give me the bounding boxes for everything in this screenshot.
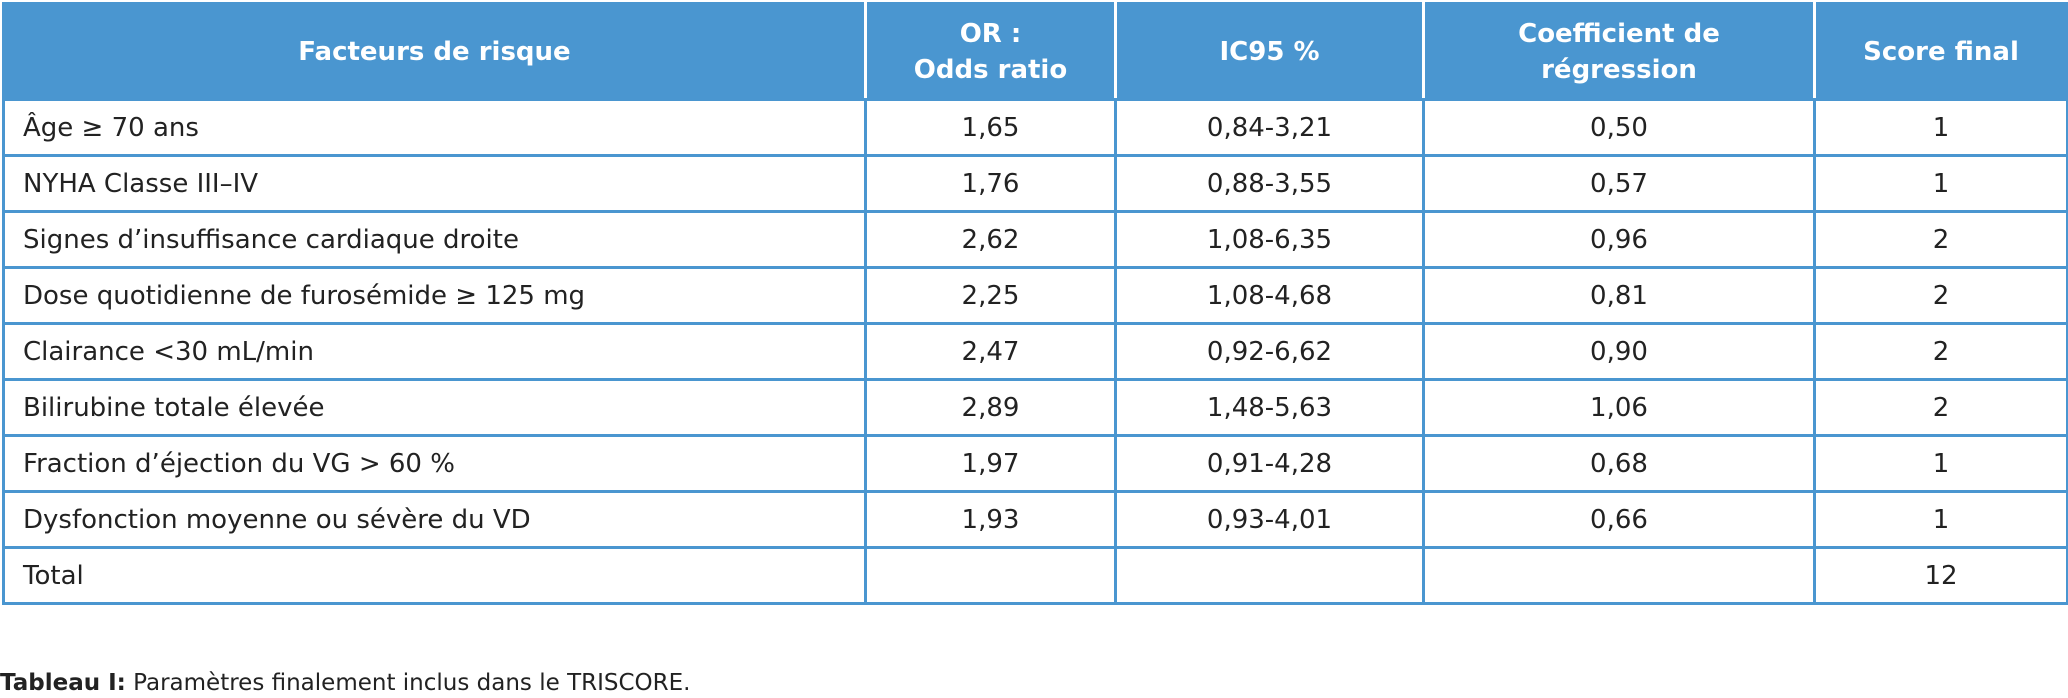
- header-text: Odds ratio: [913, 54, 1068, 85]
- table-row: Âge ≥ 70 ans 1,65 0,84-3,21 0,50 1: [2, 98, 2068, 157]
- row-label: Fraction d’éjection du VG > 60 %: [2, 434, 867, 493]
- row-label: Total: [2, 546, 867, 605]
- cell: 0,66: [1422, 490, 1816, 549]
- cell: 0,91-4,28: [1114, 434, 1425, 493]
- cell: 1,48-5,63: [1114, 378, 1425, 437]
- header-cell: OR : Odds ratio: [864, 2, 1117, 101]
- table-row: Total 12: [2, 546, 2068, 605]
- table-row: Dose quotidienne de furosémide ≥ 125 mg 2…: [2, 266, 2068, 325]
- header-cell: Facteurs de risque: [2, 2, 867, 101]
- cell: 2: [1813, 266, 2068, 325]
- cell: 1: [1813, 490, 2068, 549]
- table-body: Âge ≥ 70 ans 1,65 0,84-3,21 0,50 1 NYHA Class…: [2, 98, 2068, 605]
- header-cell: Score final: [1813, 2, 2068, 101]
- cell: 2: [1813, 322, 2068, 381]
- cell: 1: [1813, 98, 2068, 157]
- cell: 1,97: [864, 434, 1117, 493]
- table-row: Bilirubine totale élevée 2,89 1,48-5,63 1,0…: [2, 378, 2068, 437]
- cell: 0,88-3,55: [1114, 154, 1425, 213]
- cell: 1,08-4,68: [1114, 266, 1425, 325]
- cell: 2,89: [864, 378, 1117, 437]
- table-row: Fraction d’éjection du VG > 60 % 1,97 0,91…: [2, 434, 2068, 493]
- cell: [864, 546, 1117, 605]
- cell: 1,06: [1422, 378, 1816, 437]
- cell: [1422, 546, 1816, 605]
- caption-label: Tableau I:: [0, 670, 126, 696]
- table-row: Signes d’insuffisance cardiaque droite 2,…: [2, 210, 2068, 269]
- cell: 0,81: [1422, 266, 1816, 325]
- header-text: OR :: [959, 18, 1022, 49]
- cell: 2: [1813, 210, 2068, 269]
- cell: 0,50: [1422, 98, 1816, 157]
- cell: 0,90: [1422, 322, 1816, 381]
- row-label: Clairance <30 mL/min: [2, 322, 867, 381]
- row-label: NYHA Classe III–IV: [2, 154, 867, 213]
- header-cell: Coefficient de régression: [1422, 2, 1816, 101]
- cell: 12: [1813, 546, 2068, 605]
- header-text: IC95 %: [1219, 36, 1320, 67]
- cell: 0,57: [1422, 154, 1816, 213]
- cell: 1: [1813, 154, 2068, 213]
- row-label: Dysfonction moyenne ou sévère du VD: [2, 490, 867, 549]
- header-row: Facteurs de risque OR : Odds ratio IC95 % Co…: [2, 2, 2068, 101]
- row-label: Bilirubine totale élevée: [2, 378, 867, 437]
- risk-table: Facteurs de risque OR : Odds ratio IC95 % Co…: [2, 2, 2068, 605]
- table-header: Facteurs de risque OR : Odds ratio IC95 % Co…: [2, 2, 2068, 101]
- cell: 2,25: [864, 266, 1117, 325]
- cell: 0,93-4,01: [1114, 490, 1425, 549]
- cell: 2: [1813, 378, 2068, 437]
- table-row: Clairance <30 mL/min 2,47 0,92-6,62 0,90 2: [2, 322, 2068, 381]
- row-label: Signes d’insuffisance cardiaque droite: [2, 210, 867, 269]
- row-label: Âge ≥ 70 ans: [2, 98, 867, 157]
- cell: 1,65: [864, 98, 1117, 157]
- cell: 0,92-6,62: [1114, 322, 1425, 381]
- cell: 1: [1813, 434, 2068, 493]
- row-label: Dose quotidienne de furosémide ≥ 125 mg: [2, 266, 867, 325]
- header-text: Facteurs de risque: [298, 36, 571, 67]
- cell: 0,68: [1422, 434, 1816, 493]
- header-text: régression: [1541, 54, 1697, 85]
- cell: 2,47: [864, 322, 1117, 381]
- header-cell: IC95 %: [1114, 2, 1425, 101]
- cell: 1,93: [864, 490, 1117, 549]
- header-text: Coefficient de: [1518, 18, 1720, 49]
- cell: 0,96: [1422, 210, 1816, 269]
- cell: 0,84-3,21: [1114, 98, 1425, 157]
- cell: 1,76: [864, 154, 1117, 213]
- caption: Tableau I: Paramètres finalement inclus …: [0, 670, 690, 696]
- cell: [1114, 546, 1425, 605]
- cell: 2,62: [864, 210, 1117, 269]
- table-row: NYHA Classe III–IV 1,76 0,88-3,55 0,57 1: [2, 154, 2068, 213]
- table-row: Dysfonction moyenne ou sévère du VD 1,93 0…: [2, 490, 2068, 549]
- caption-text: Paramètres finalement inclus dans le TRI…: [133, 670, 691, 696]
- header-text: Score final: [1863, 36, 2019, 67]
- cell: 1,08-6,35: [1114, 210, 1425, 269]
